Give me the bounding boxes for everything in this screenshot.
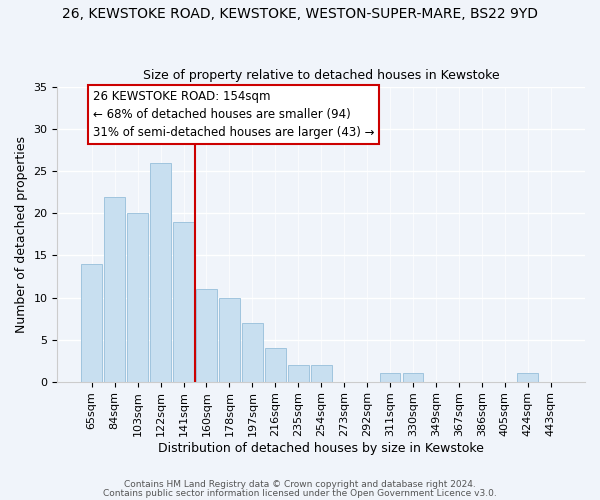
- Bar: [104, 196, 125, 382]
- Bar: [265, 348, 286, 382]
- Bar: [196, 289, 217, 382]
- Bar: [311, 365, 332, 382]
- Text: Contains public sector information licensed under the Open Government Licence v3: Contains public sector information licen…: [103, 488, 497, 498]
- Bar: [82, 264, 102, 382]
- Title: Size of property relative to detached houses in Kewstoke: Size of property relative to detached ho…: [143, 69, 500, 82]
- Bar: [150, 163, 171, 382]
- Y-axis label: Number of detached properties: Number of detached properties: [15, 136, 28, 333]
- Text: Contains HM Land Registry data © Crown copyright and database right 2024.: Contains HM Land Registry data © Crown c…: [124, 480, 476, 489]
- Bar: [517, 373, 538, 382]
- Bar: [288, 365, 308, 382]
- Bar: [403, 373, 424, 382]
- Bar: [242, 322, 263, 382]
- Bar: [127, 214, 148, 382]
- Text: 26 KEWSTOKE ROAD: 154sqm
← 68% of detached houses are smaller (94)
31% of semi-d: 26 KEWSTOKE ROAD: 154sqm ← 68% of detach…: [93, 90, 374, 139]
- Bar: [380, 373, 400, 382]
- X-axis label: Distribution of detached houses by size in Kewstoke: Distribution of detached houses by size …: [158, 442, 484, 455]
- Bar: [173, 222, 194, 382]
- Bar: [219, 298, 240, 382]
- Text: 26, KEWSTOKE ROAD, KEWSTOKE, WESTON-SUPER-MARE, BS22 9YD: 26, KEWSTOKE ROAD, KEWSTOKE, WESTON-SUPE…: [62, 8, 538, 22]
